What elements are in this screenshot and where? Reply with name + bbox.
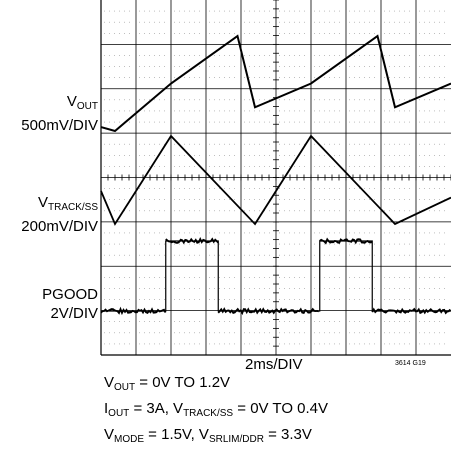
vtrack-scale: 200mV/DIV <box>21 218 98 235</box>
condition-line: VOUT = 0V TO 1.2V <box>104 372 328 398</box>
condition-text: I <box>104 400 109 417</box>
condition-text: = 3A, V <box>129 400 184 417</box>
vout-trace <box>100 34 451 133</box>
condition-text: = 0V TO 1.2V <box>135 374 231 391</box>
condition-text: = 0V TO 0.4V <box>233 400 329 417</box>
timebase-label: 2ms/DIV <box>245 356 303 373</box>
condition-subscript: OUT <box>108 408 130 419</box>
test-conditions: VOUT = 0V TO 1.2V IOUT = 3A, VTRACK/SS = … <box>104 372 328 450</box>
pgood-low-noise <box>100 306 167 316</box>
condition-subscript: SRLIM/DDR <box>208 434 264 445</box>
pgood-high-noise <box>319 237 373 245</box>
pgood-scale: 2V/DIV <box>50 305 98 322</box>
pgood-high-noise <box>165 237 219 245</box>
condition-subscript: TRACK/SS <box>183 408 234 419</box>
condition-subscript: MODE <box>114 434 145 445</box>
condition-subscript: OUT <box>114 382 136 393</box>
pgood-low-noise <box>371 307 451 315</box>
vout-label: VOUT 500mV/DIV <box>21 93 98 134</box>
condition-line: IOUT = 3A, VTRACK/SS = 0V TO 0.4V <box>104 398 328 424</box>
vtrack-trace <box>100 134 451 226</box>
pgood-label: PGOOD 2V/DIV <box>42 286 98 322</box>
pgood-low-noise <box>217 307 320 316</box>
grid <box>100 0 451 356</box>
condition-text: = 1.5V, V <box>144 426 209 443</box>
condition-text: V <box>104 374 115 391</box>
vtrack-label: VTRACK/SS 200mV/DIV <box>21 194 98 235</box>
condition-line: VMODE = 1.5V, VSRLIM/DDR = 3.3V <box>104 424 328 450</box>
traces <box>100 34 451 316</box>
figure-id: 3614 G19 <box>395 360 426 367</box>
condition-text: V <box>104 426 115 443</box>
condition-text: = 3.3V <box>263 426 312 443</box>
vout-scale: 500mV/DIV <box>21 117 98 134</box>
